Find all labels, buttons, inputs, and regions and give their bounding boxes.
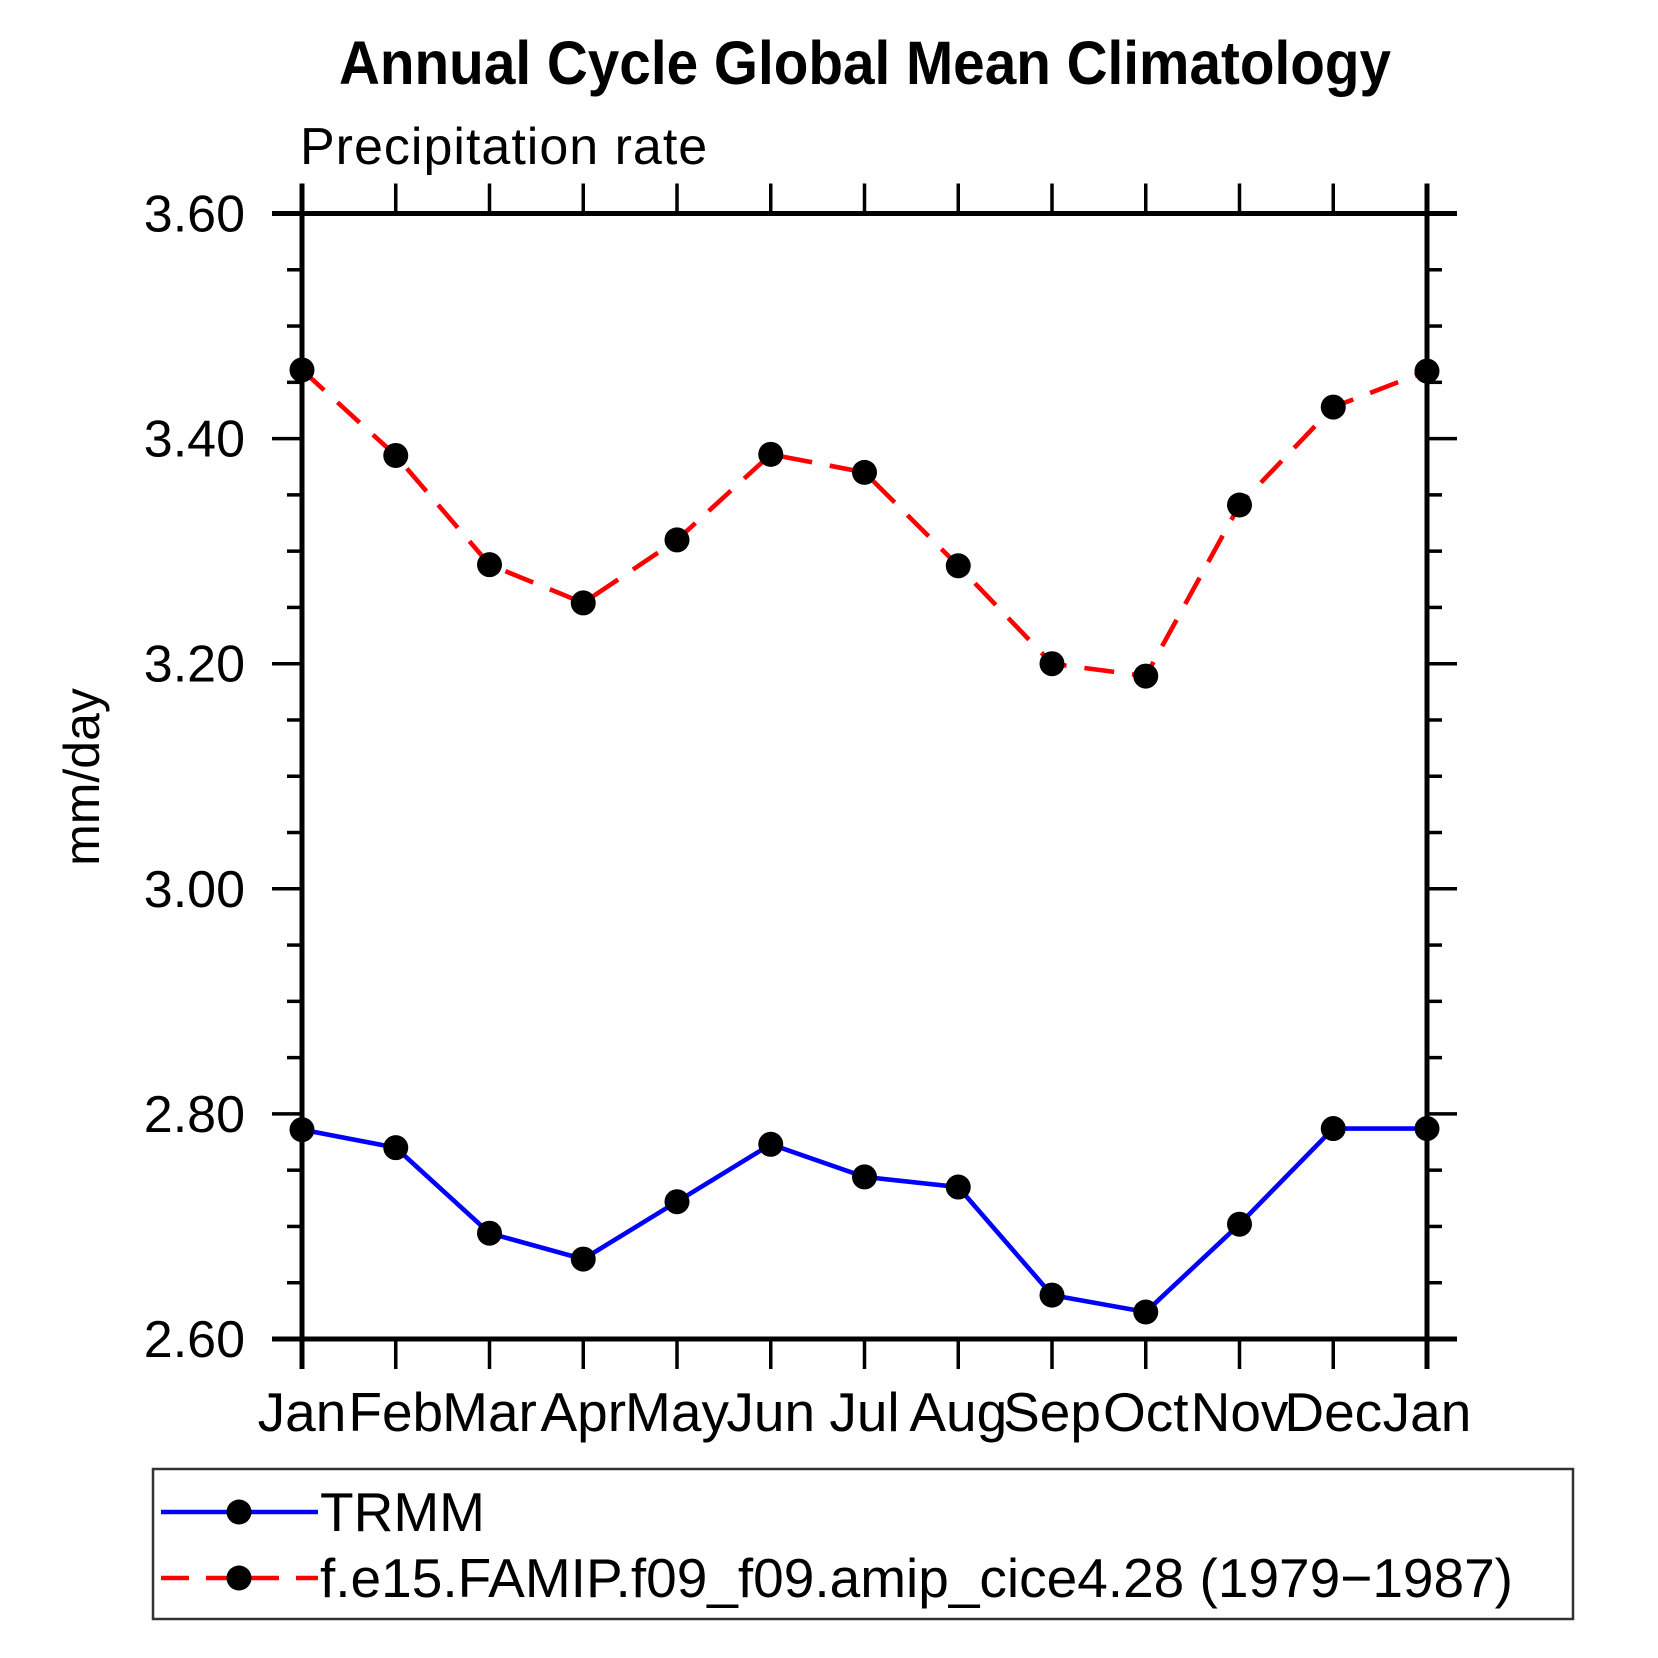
chart-subtitle: Precipitation rate bbox=[300, 118, 708, 176]
y-tick-label: 3.20 bbox=[144, 636, 245, 694]
series-line bbox=[301, 1126, 1427, 1315]
x-tick-label: Jul bbox=[829, 1381, 899, 1443]
x-tick-label: Jan bbox=[258, 1381, 347, 1443]
y-tick-label: 2.60 bbox=[144, 1311, 245, 1369]
series-line bbox=[300, 368, 1428, 679]
data-point-marker bbox=[289, 1117, 315, 1143]
chart-title: Annual Cycle Global Mean Climatology bbox=[339, 29, 1391, 97]
data-point-marker bbox=[477, 1220, 502, 1246]
x-tick-label: Oct bbox=[1103, 1381, 1189, 1443]
data-point-marker bbox=[1320, 1116, 1346, 1142]
legend-label: TRMM bbox=[320, 1481, 485, 1543]
x-tick-label: Aug bbox=[909, 1381, 1007, 1443]
data-point-marker bbox=[758, 1131, 784, 1157]
x-tick-label: Jun bbox=[726, 1381, 815, 1443]
data-point-marker bbox=[1133, 1299, 1159, 1325]
legend-marker bbox=[226, 1565, 252, 1591]
y-tick-label: 3.60 bbox=[144, 186, 245, 244]
legend-box bbox=[151, 1467, 1575, 1621]
x-tick-label: Sep bbox=[1003, 1381, 1101, 1443]
data-point-marker bbox=[1227, 492, 1252, 518]
y-tick-label: 3.40 bbox=[144, 411, 245, 469]
x-tick-label: Mar bbox=[442, 1381, 537, 1443]
data-point-marker bbox=[289, 357, 315, 383]
data-point-marker bbox=[477, 552, 502, 578]
x-tick-label: Nov bbox=[1191, 1381, 1289, 1443]
data-point-marker bbox=[383, 1135, 409, 1161]
x-tick-label: Feb bbox=[348, 1381, 443, 1443]
legend-label: f.e15.FAMIP.f09_f09.amip_cice4.28 (1979−… bbox=[320, 1547, 1513, 1609]
data-point-marker bbox=[758, 441, 784, 467]
data-point-marker bbox=[1320, 394, 1346, 420]
data-point-marker bbox=[1039, 1282, 1065, 1308]
data-point-marker bbox=[664, 527, 690, 553]
data-point-marker bbox=[1227, 1211, 1252, 1237]
x-tick-label: Dec bbox=[1284, 1381, 1382, 1443]
x-tick-label: May bbox=[625, 1381, 729, 1443]
y-axis-unit-label: mm/day bbox=[54, 688, 110, 866]
data-point-marker bbox=[570, 590, 596, 616]
data-point-marker bbox=[664, 1189, 690, 1215]
data-point-marker bbox=[1133, 663, 1159, 689]
data-point-marker bbox=[852, 459, 877, 485]
data-point-marker bbox=[945, 1174, 971, 1200]
y-tick-label: 3.00 bbox=[144, 861, 245, 919]
data-point-marker bbox=[945, 553, 971, 579]
data-point-marker bbox=[1414, 1116, 1440, 1142]
series-layer bbox=[289, 357, 1440, 1325]
data-point-marker bbox=[1414, 358, 1440, 384]
data-point-marker bbox=[383, 442, 409, 468]
x-tick-label: Jan bbox=[1383, 1381, 1472, 1443]
data-point-marker bbox=[570, 1246, 596, 1272]
legend-marker bbox=[226, 1499, 252, 1525]
y-tick-label: 2.80 bbox=[144, 1086, 245, 1144]
data-point-marker bbox=[852, 1164, 877, 1190]
data-point-marker bbox=[1039, 651, 1065, 677]
x-tick-label: Apr bbox=[540, 1381, 626, 1443]
